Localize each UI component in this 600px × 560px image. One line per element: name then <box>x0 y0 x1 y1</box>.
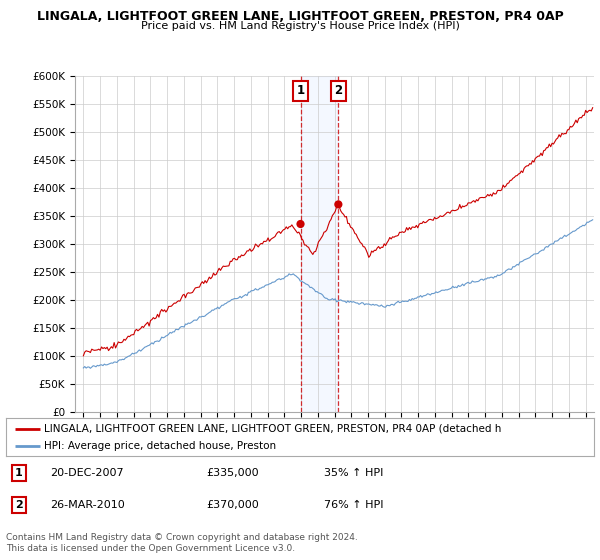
Text: 1: 1 <box>296 84 305 97</box>
Point <box>334 200 343 209</box>
Text: LINGALA, LIGHTFOOT GREEN LANE, LIGHTFOOT GREEN, PRESTON, PR4 0AP: LINGALA, LIGHTFOOT GREEN LANE, LIGHTFOOT… <box>37 10 563 23</box>
Text: Contains HM Land Registry data © Crown copyright and database right 2024.: Contains HM Land Registry data © Crown c… <box>6 533 358 542</box>
Point <box>296 220 305 228</box>
Text: 2: 2 <box>15 500 23 510</box>
Text: 26-MAR-2010: 26-MAR-2010 <box>50 500 125 510</box>
Text: HPI: Average price, detached house, Preston: HPI: Average price, detached house, Pres… <box>44 441 277 451</box>
Text: LINGALA, LIGHTFOOT GREEN LANE, LIGHTFOOT GREEN, PRESTON, PR4 0AP (detached h: LINGALA, LIGHTFOOT GREEN LANE, LIGHTFOOT… <box>44 423 502 433</box>
Text: £335,000: £335,000 <box>206 468 259 478</box>
Bar <box>301 76 338 412</box>
Text: 20-DEC-2007: 20-DEC-2007 <box>50 468 124 478</box>
Text: Price paid vs. HM Land Registry's House Price Index (HPI): Price paid vs. HM Land Registry's House … <box>140 21 460 31</box>
Text: 1: 1 <box>15 468 23 478</box>
Text: 35% ↑ HPI: 35% ↑ HPI <box>323 468 383 478</box>
Text: This data is licensed under the Open Government Licence v3.0.: This data is licensed under the Open Gov… <box>6 544 295 553</box>
Text: 76% ↑ HPI: 76% ↑ HPI <box>323 500 383 510</box>
Text: £370,000: £370,000 <box>206 500 259 510</box>
Text: 2: 2 <box>334 84 343 97</box>
